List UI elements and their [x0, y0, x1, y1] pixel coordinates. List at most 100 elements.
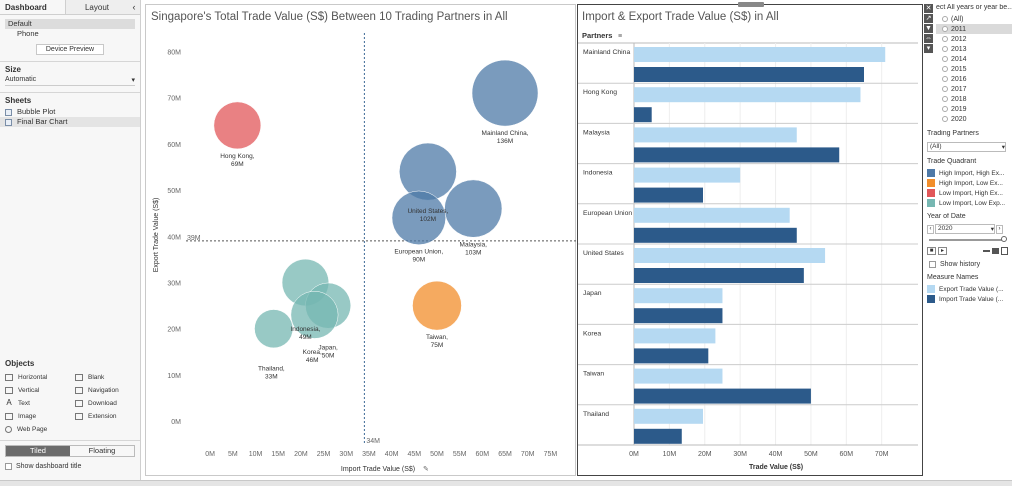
go-to-sheet-icon[interactable]: ↗	[924, 14, 933, 23]
size-dropdown[interactable]: Automatic ▾	[5, 76, 135, 86]
sheet-final-bar-chart[interactable]: Final Bar Chart	[0, 117, 140, 127]
collapse-panel-icon[interactable]: ‹	[132, 2, 136, 12]
bar-export[interactable]	[634, 328, 716, 344]
year-option-2019[interactable]: 2019	[936, 104, 1012, 114]
device-default[interactable]: Default	[5, 19, 135, 29]
radio-icon[interactable]	[942, 86, 948, 92]
play-button[interactable]: ■	[927, 247, 936, 255]
bar-export[interactable]	[634, 127, 797, 143]
bar-import[interactable]	[634, 308, 723, 324]
radio-icon[interactable]	[942, 26, 948, 32]
partners-dropdown[interactable]: (All) ▾	[927, 142, 1006, 152]
filter-icon[interactable]: ▼	[924, 24, 933, 33]
floating-button[interactable]: Floating	[88, 446, 116, 455]
bar-chart-panel[interactable]: Import & Export Trade Value (S$) in All …	[577, 2, 924, 477]
radio-icon[interactable]	[942, 36, 948, 42]
year-option-all[interactable]: (All)	[936, 14, 1012, 24]
quadrant-legend-item[interactable]: High Import, High Ex...	[927, 168, 1012, 178]
move-handle[interactable]	[738, 2, 764, 7]
bubble-european-union[interactable]	[391, 190, 446, 245]
prev-year-button[interactable]: ‹	[927, 224, 934, 234]
object-horizontal[interactable]: Horizontal	[5, 372, 75, 382]
bar-import[interactable]	[634, 348, 709, 364]
bubble-taiwan[interactable]	[412, 280, 462, 331]
bubble-japan[interactable]	[290, 291, 339, 339]
history-style-icon[interactable]	[1001, 247, 1008, 255]
quadrant-legend-item[interactable]: High Import, Low Ex...	[927, 178, 1012, 188]
bubble-united-states[interactable]	[399, 142, 457, 201]
object-navigation[interactable]: Navigation	[75, 385, 145, 395]
year-option-2012[interactable]: 2012	[936, 34, 1012, 44]
bubble-hong-kong[interactable]	[213, 101, 262, 150]
bubble-mainland-china[interactable]	[471, 59, 539, 127]
year-slider-handle[interactable]	[1001, 236, 1007, 242]
show-title-row[interactable]: Show dashboard title	[0, 457, 140, 476]
year-option-2011[interactable]: 2011	[936, 24, 1012, 34]
year-option-2018[interactable]: 2018	[936, 94, 1012, 104]
more-options-icon[interactable]: ▾	[924, 44, 933, 53]
year-option-2013[interactable]: 2013	[936, 44, 1012, 54]
bar-export[interactable]	[634, 368, 723, 384]
bar-export[interactable]	[634, 248, 826, 263]
bar-export[interactable]	[634, 87, 861, 103]
bubble-malaysia[interactable]	[444, 179, 503, 238]
device-preview-button[interactable]: Device Preview	[36, 44, 104, 55]
bar-import[interactable]	[634, 107, 652, 123]
tab-layout[interactable]: Layout	[84, 3, 110, 12]
device-phone[interactable]: Phone	[17, 29, 39, 38]
measure-legend-item[interactable]: Import Trade Value (...	[927, 294, 1012, 304]
year-option-2015[interactable]: 2015	[936, 64, 1012, 74]
show-history-checkbox[interactable]	[929, 260, 936, 268]
show-history-row[interactable]: Show history	[927, 259, 1012, 269]
bar-import[interactable]	[634, 428, 682, 444]
object-text[interactable]: A Text	[5, 398, 75, 408]
close-icon[interactable]: ✕	[924, 4, 933, 13]
bar-export[interactable]	[634, 167, 741, 183]
object-vertical[interactable]: Vertical	[5, 385, 75, 395]
bubble-chart[interactable]: 0M 10M 20M 30M 40M 50M 60M 70M 80M 0M 5M 10M 15M 20M 2…	[146, 5, 577, 477]
bar-import[interactable]	[634, 147, 840, 163]
quadrant-legend-item[interactable]: Low Import, High Ex...	[927, 188, 1012, 198]
year-option-2020[interactable]: 2020	[936, 114, 1012, 124]
bar-import[interactable]	[634, 268, 804, 283]
radio-icon[interactable]	[942, 56, 948, 62]
object-download[interactable]: Download	[75, 398, 145, 408]
bar-chart[interactable]: Partners ≡ 0M 10M 20M 30M 40M 50M 60M 70M Mainland…	[578, 5, 924, 477]
bar-import[interactable]	[634, 187, 703, 203]
radio-icon[interactable]	[942, 16, 948, 22]
year-option-2016[interactable]: 2016	[936, 74, 1012, 84]
quadrant-legend-item[interactable]: Low Import, Low Exp...	[927, 198, 1012, 208]
radio-icon[interactable]	[942, 66, 948, 72]
radio-icon[interactable]	[942, 76, 948, 82]
tab-dashboard[interactable]: Dashboard	[0, 0, 66, 14]
radio-icon[interactable]	[942, 96, 948, 102]
bar-export[interactable]	[634, 408, 703, 424]
year-option-2014[interactable]: 2014	[936, 54, 1012, 64]
bar-export[interactable]	[634, 288, 723, 304]
object-blank[interactable]: Blank	[75, 372, 145, 382]
bar-export[interactable]	[634, 47, 886, 62]
bar-import[interactable]	[634, 388, 811, 404]
tiled-button[interactable]: Tiled	[6, 446, 70, 456]
bubble-thailand[interactable]	[254, 309, 294, 349]
history-style-icon[interactable]	[992, 248, 999, 254]
sort-icon[interactable]: ≡	[618, 33, 622, 40]
year-of-date-dropdown[interactable]: 2020 ▾	[935, 224, 995, 234]
bar-import[interactable]	[634, 67, 864, 82]
speed-button[interactable]: ▸	[938, 247, 947, 255]
fit-icon[interactable]: ⇔	[924, 34, 933, 43]
sheet-bubble-plot[interactable]: Bubble Plot	[0, 107, 140, 117]
year-slider[interactable]	[929, 236, 1007, 242]
measure-legend-item[interactable]: Export Trade Value (...	[927, 284, 1012, 294]
bar-export[interactable]	[634, 207, 790, 223]
year-option-2017[interactable]: 2017	[936, 84, 1012, 94]
pin-icon[interactable]: ✎	[423, 466, 429, 473]
show-title-checkbox[interactable]	[5, 463, 12, 470]
bubble-chart-panel[interactable]: Singapore's Total Trade Value (S$) Betwe…	[145, 4, 576, 476]
next-year-button[interactable]: ›	[996, 224, 1003, 234]
object-extension[interactable]: Extension	[75, 411, 145, 421]
object-web-page[interactable]: Web Page	[5, 424, 75, 434]
radio-icon[interactable]	[942, 106, 948, 112]
object-image[interactable]: Image	[5, 411, 75, 421]
radio-icon[interactable]	[942, 46, 948, 52]
